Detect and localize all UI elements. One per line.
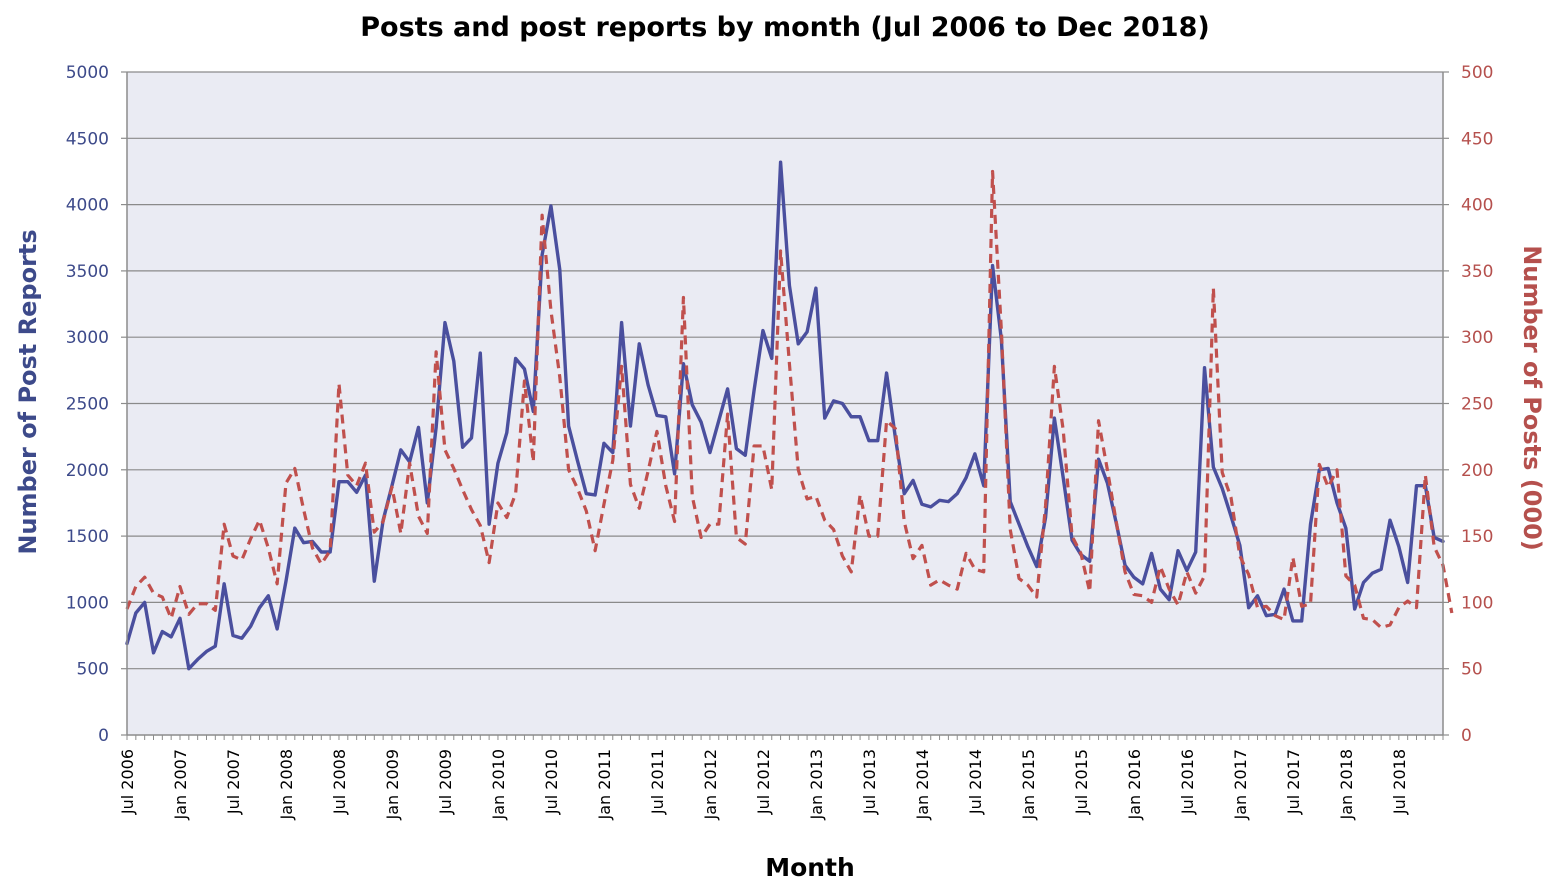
x-tick-label: Jul 2013: [860, 749, 879, 815]
x-tick-label: Jan 2015: [1019, 749, 1038, 820]
left-tick-label: 1500: [66, 527, 109, 547]
x-tick-label: Jan 2011: [595, 749, 614, 820]
left-axis-label: Number of Post Reports: [14, 229, 42, 554]
right-axis-label: Number of Posts (000): [1518, 245, 1546, 551]
x-tick-label: Jul 2015: [1072, 749, 1091, 815]
post-reports-line: [125, 160, 1445, 671]
left-tick-label: 4000: [66, 196, 109, 216]
left-tick-label: 2000: [66, 461, 109, 481]
right-tick-label: 450: [1461, 129, 1493, 149]
posts-line: [125, 169, 1454, 630]
right-tick-label: 300: [1461, 328, 1493, 348]
x-tick-label: Jul 2009: [436, 749, 455, 815]
x-tick-label: Jul 2018: [1390, 749, 1409, 815]
left-tick-label: 1000: [66, 593, 109, 613]
left-tick-label: 0: [98, 726, 109, 746]
x-tick-label: Jan 2014: [913, 749, 932, 820]
x-tick-label: Jan 2009: [383, 749, 402, 820]
right-tick-label: 150: [1461, 527, 1493, 547]
x-tick-label: Jan 2018: [1337, 749, 1356, 820]
x-tick-label: Jul 2011: [648, 749, 667, 815]
right-tick-label: 250: [1461, 395, 1493, 415]
x-tick-label: Jan 2012: [701, 749, 720, 820]
x-tick-label: Jul 2012: [754, 749, 773, 815]
left-tick-label: 5000: [66, 63, 109, 83]
x-tick-label: Jan 2013: [807, 749, 826, 820]
right-tick-label: 350: [1461, 262, 1493, 282]
left-tick-label: 3000: [66, 328, 109, 348]
x-tick-label: Jan 2008: [277, 749, 296, 820]
right-tick-label: 500: [1461, 63, 1493, 83]
right-tick-label: 200: [1461, 461, 1493, 481]
x-tick-label: Jul 2016: [1178, 749, 1197, 815]
axis-ticks: 0 0 500 50 1000 100 1500 150 2000 200 2500 250 3000 3…: [66, 63, 1494, 820]
left-tick-label: 2500: [66, 395, 109, 415]
right-tick-label: 100: [1461, 593, 1493, 613]
x-tick-label: Jan 2017: [1231, 749, 1250, 820]
x-tick-label: Jul 2017: [1284, 749, 1303, 815]
left-tick-label: 3500: [66, 262, 109, 282]
x-tick-label: Jan 2010: [489, 749, 508, 820]
x-tick-label: Jul 2007: [224, 749, 243, 815]
right-tick-label: 50: [1461, 660, 1483, 680]
x-tick-label: Jul 2014: [966, 749, 985, 815]
right-tick-label: 400: [1461, 196, 1493, 216]
left-tick-label: 500: [77, 660, 109, 680]
chart-title: Posts and post reports by month (Jul 200…: [360, 12, 1209, 43]
left-tick-label: 4500: [66, 129, 109, 149]
x-tick-label: Jul 2006: [118, 749, 137, 815]
right-tick-label: 0: [1461, 726, 1472, 746]
grid-lines: [127, 71, 1443, 670]
x-tick-label: Jul 2008: [330, 749, 349, 815]
x-axis-label: Month: [765, 853, 855, 882]
x-tick-label: Jan 2007: [171, 749, 190, 820]
x-tick-label: Jul 2010: [542, 749, 561, 815]
x-tick-label: Jan 2016: [1125, 749, 1144, 820]
series-lines: [125, 160, 1454, 671]
